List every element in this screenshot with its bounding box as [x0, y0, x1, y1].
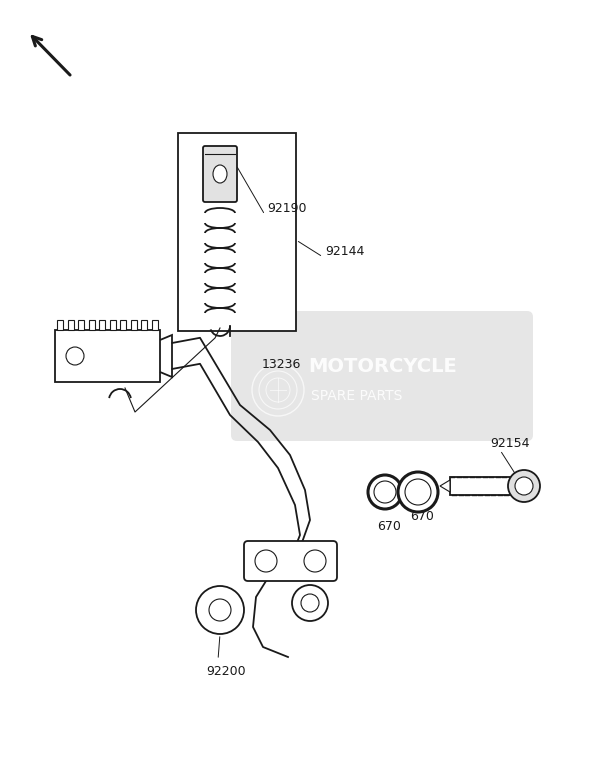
Circle shape — [301, 594, 319, 612]
Circle shape — [196, 586, 244, 634]
Bar — [55, 330, 160, 382]
Text: 92200: 92200 — [206, 665, 245, 678]
Circle shape — [508, 470, 540, 502]
Bar — [57, 320, 63, 330]
Polygon shape — [440, 480, 450, 492]
Circle shape — [292, 585, 328, 621]
Text: 670: 670 — [410, 510, 434, 523]
FancyBboxPatch shape — [244, 541, 337, 581]
Bar — [178, 133, 296, 331]
Text: 92144: 92144 — [325, 245, 364, 258]
Bar — [99, 320, 105, 330]
Bar — [110, 320, 116, 330]
Bar — [78, 320, 84, 330]
Circle shape — [405, 479, 431, 505]
Bar — [450, 477, 510, 495]
Circle shape — [304, 550, 326, 572]
Circle shape — [368, 475, 402, 509]
Bar — [68, 320, 74, 330]
Circle shape — [255, 550, 277, 572]
Circle shape — [398, 472, 438, 512]
Text: SPARE PARTS: SPARE PARTS — [311, 389, 403, 403]
FancyBboxPatch shape — [203, 146, 237, 202]
Text: 13236: 13236 — [262, 358, 301, 371]
Text: 92154: 92154 — [490, 437, 530, 450]
Circle shape — [209, 599, 231, 621]
Text: MOTORCYCLE: MOTORCYCLE — [308, 357, 457, 376]
Circle shape — [374, 481, 396, 503]
FancyBboxPatch shape — [231, 311, 533, 441]
Bar — [142, 320, 148, 330]
Text: 92190: 92190 — [267, 202, 307, 215]
Bar — [89, 320, 95, 330]
Bar — [131, 320, 137, 330]
Circle shape — [515, 477, 533, 495]
Circle shape — [66, 347, 84, 365]
Bar — [152, 320, 158, 330]
Ellipse shape — [213, 165, 227, 183]
Text: 670: 670 — [377, 520, 401, 533]
Bar — [121, 320, 127, 330]
